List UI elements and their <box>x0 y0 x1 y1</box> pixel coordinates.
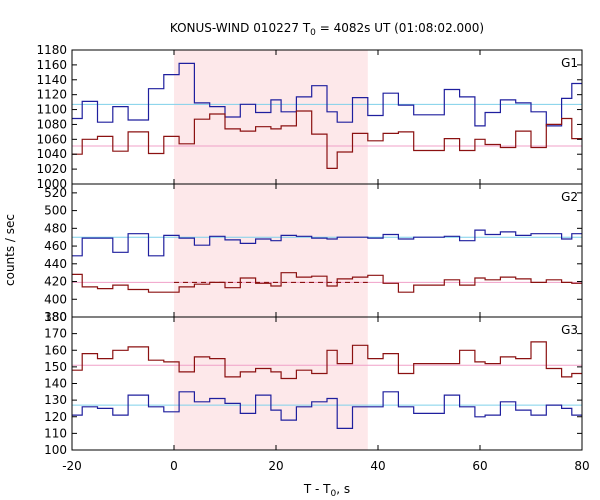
series-layer <box>72 62 582 429</box>
y-tick-label-g3: 100 <box>44 443 67 457</box>
y-tick-label-g1: 1040 <box>36 147 67 161</box>
tick-layer: G110001020104010601080110011201140116011… <box>36 43 589 473</box>
panel-label-1: G1 <box>561 56 578 70</box>
y-tick-label-g1: 1180 <box>36 43 67 57</box>
series-blue-g2 <box>72 229 582 257</box>
series-red-g2 <box>72 272 582 293</box>
y-tick-label-g1: 1000 <box>36 177 67 191</box>
y-tick-label-g1: 1100 <box>36 103 67 117</box>
x-tick-label: 60 <box>472 459 487 473</box>
y-tick-label-g3: 110 <box>44 426 67 440</box>
y-tick-label-g3: 180 <box>44 310 67 324</box>
y-tick-label-g3: 140 <box>44 377 67 391</box>
highlight-layer <box>174 50 368 450</box>
y-tick-label-g2: 460 <box>44 239 67 253</box>
y-tick-label-g2: 440 <box>44 257 67 271</box>
highlight-interval <box>174 50 368 450</box>
x-axis-label-prefix: T - T <box>303 482 331 496</box>
chart-title-sub: 0 <box>310 28 316 38</box>
y-tick-label-g3: 160 <box>44 343 67 357</box>
y-tick-label-g2: 380 <box>44 310 67 324</box>
y-tick-label-g2: 480 <box>44 221 67 235</box>
x-tick-label: 20 <box>268 459 283 473</box>
x-tick-label: -20 <box>62 459 82 473</box>
y-tick-label-g1: 1140 <box>36 73 67 87</box>
series-red-g1 <box>72 110 582 169</box>
x-tick-label: 0 <box>170 459 178 473</box>
y-tick-label-g3: 130 <box>44 393 67 407</box>
y-tick-label-g2: 500 <box>44 204 67 218</box>
series-blue-g3 <box>72 391 582 429</box>
y-tick-label-g1: 1080 <box>36 117 67 131</box>
chart-title-prefix: KONUS-WIND 010227 T <box>170 21 311 35</box>
chart-title: KONUS-WIND 010227 T0 = 4082s UT (01:08:0… <box>170 21 484 38</box>
panel-label-3: G3 <box>561 323 578 337</box>
x-axis-label-suffix: , s <box>336 482 350 496</box>
y-tick-label-g1: 1160 <box>36 58 67 72</box>
y-tick-label-g2: 420 <box>44 275 67 289</box>
y-axis-label: counts / sec <box>3 214 17 286</box>
series-blue-g1 <box>72 62 582 127</box>
chart-title-suffix: = 4082s UT (01:08:02.000) <box>316 21 484 35</box>
y-tick-label-g1: 1120 <box>36 88 67 102</box>
y-tick-label-g3: 150 <box>44 360 67 374</box>
x-tick-label: 80 <box>574 459 589 473</box>
series-red-g3 <box>72 341 582 380</box>
y-tick-label-g3: 120 <box>44 410 67 424</box>
y-tick-label-g2: 400 <box>44 292 67 306</box>
y-tick-label-g2: 520 <box>44 186 67 200</box>
y-tick-label-g3: 170 <box>44 327 67 341</box>
y-tick-label-g1: 1060 <box>36 132 67 146</box>
x-axis-label: T - T0, s <box>303 482 350 499</box>
x-axis-label-sub: 0 <box>331 489 337 499</box>
y-tick-label-g1: 1020 <box>36 162 67 176</box>
panel-label-2: G2 <box>561 190 578 204</box>
x-tick-label: 40 <box>370 459 385 473</box>
